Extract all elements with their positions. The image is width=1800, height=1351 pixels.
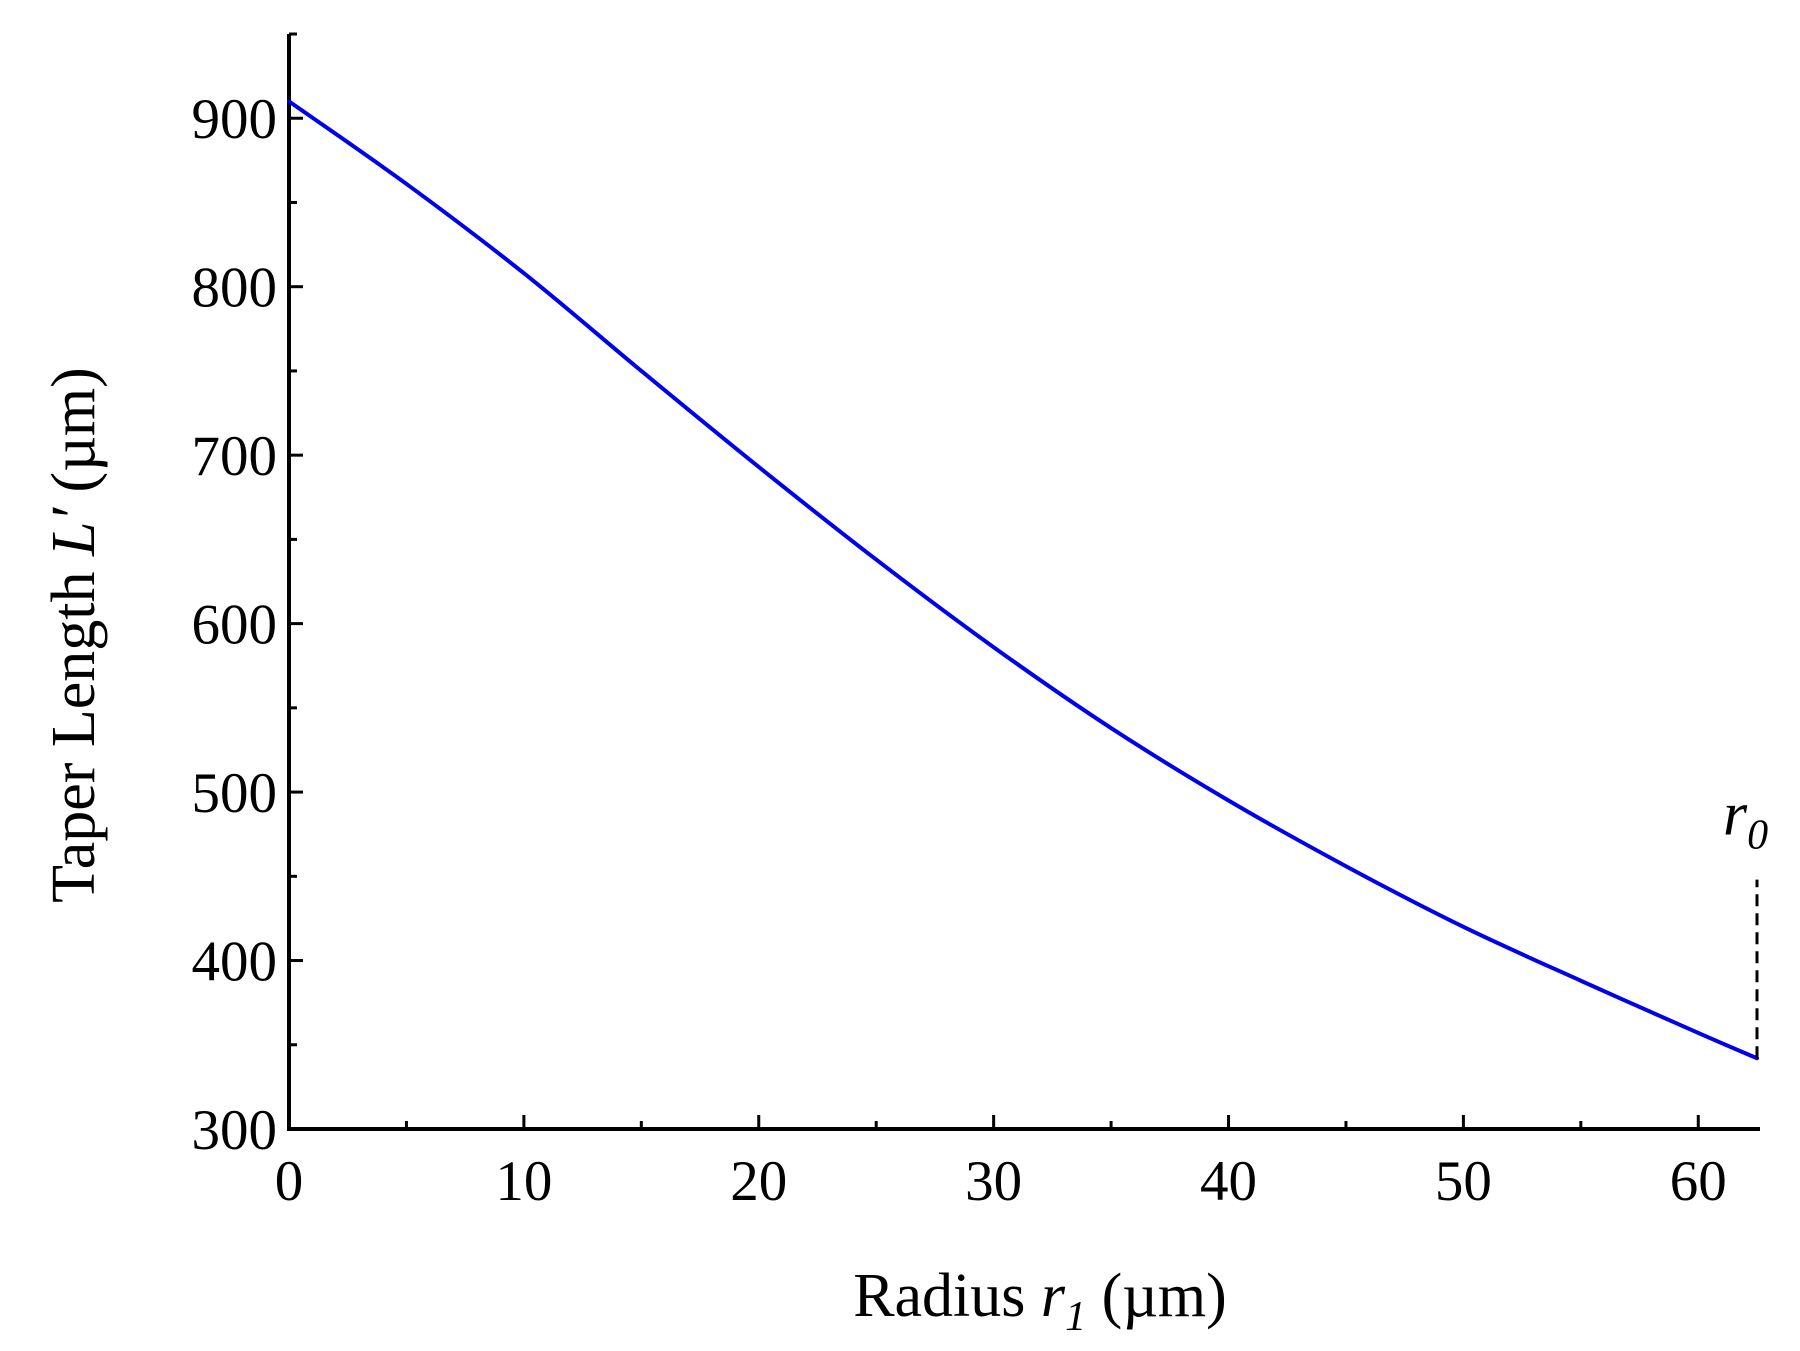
x-tick-label: 0 (275, 1150, 304, 1213)
x-tick-label: 10 (495, 1150, 552, 1213)
y-axis-title-prefix: Taper Length (40, 556, 108, 903)
x-tick-label: 60 (1670, 1150, 1727, 1213)
y-axis-title-suffix: (µm) (40, 367, 108, 508)
x-axis-title-var: r (1041, 1262, 1066, 1330)
series-line (287, 99, 1759, 1061)
x-axis-title-prefix: Radius (853, 1262, 1041, 1330)
x-tick-label: 50 (1435, 1150, 1492, 1213)
x-tick-label: 20 (730, 1150, 787, 1213)
y-tick-label: 500 (192, 762, 278, 825)
r0-label: r0 (1723, 781, 1768, 859)
y-tick-label: 700 (192, 425, 278, 488)
y-tick-label: 900 (192, 88, 278, 151)
x-ticks: 0 10 20 30 40 50 60 (275, 1115, 1727, 1213)
x-axis-title-sub: 1 (1065, 1294, 1086, 1340)
r0-label-sub: 0 (1747, 813, 1768, 859)
x-tick-label: 40 (1200, 1150, 1257, 1213)
y-tick-label: 400 (192, 931, 278, 994)
y-axis-title: Taper Length L′ (µm) (40, 367, 108, 903)
y-ticks: 300 400 500 600 700 800 900 (192, 32, 303, 1162)
y-tick-label: 800 (192, 257, 278, 320)
series-group (287, 99, 1759, 1061)
x-tick-label: 30 (965, 1150, 1022, 1213)
x-axis-title-suffix: (µm) (1086, 1262, 1227, 1330)
y-tick-label: 300 (192, 1099, 278, 1162)
x-axis-title: Radius r1 (µm) (853, 1262, 1227, 1340)
y-axis-title-var: L′ (40, 506, 108, 556)
annotation-group: r0 (1723, 781, 1768, 1059)
y-tick-label: 600 (192, 594, 278, 657)
r0-label-var: r (1723, 781, 1748, 849)
